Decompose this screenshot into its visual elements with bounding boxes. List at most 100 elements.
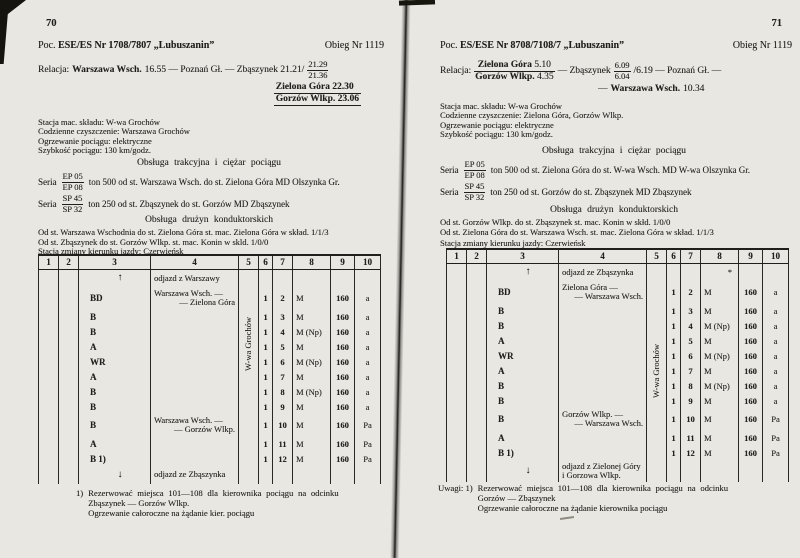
origin-station: Warszawa Wsch. <box>72 65 142 76</box>
count-value: 1 <box>258 451 273 466</box>
vertical-station-label: W-wa Grochów <box>243 316 253 372</box>
car-class: A <box>498 335 505 346</box>
details-line: Stacja mac. składu: W-wa Grochów <box>440 101 562 111</box>
table-row: WR 1 6 M (Np) 160 a <box>446 348 789 363</box>
relation-label: Relacja: <box>440 66 472 77</box>
brake-code: a <box>762 333 789 348</box>
section-heading: Obsługa drużyn konduktorskich <box>550 205 678 215</box>
count-value: 1 <box>666 393 681 408</box>
brake-code: a <box>762 363 789 378</box>
seria-text: ton 250 od st. Zbąszynek do st. Gorzów M… <box>88 199 290 210</box>
train-label: Poc. <box>38 40 56 51</box>
direction-arrow-icon: ↑ <box>525 266 531 278</box>
count-value: 1 <box>258 287 273 309</box>
details-line: Codzienne czyszczenie: Zielona Góra, Gor… <box>440 110 624 121</box>
seria-text: ton 500 od st. Zielona Góra do st. W-wa … <box>490 165 750 176</box>
seq-value: 4 <box>680 318 701 333</box>
car-class: WR <box>498 350 514 361</box>
footnote: 1) Rezerwować miejsca 101—108 dla kierow… <box>76 488 378 519</box>
footnote-line: Zbąszynek — Gorzów Wlkp. <box>88 497 190 508</box>
footnote-line: Rezerwować miejsca 101—108 dla kierownik… <box>477 483 729 493</box>
loco-class-fraction: SP 45 SP 32 <box>61 193 84 215</box>
route-note: odjazd ze Zbąszynka <box>562 266 634 277</box>
car-type: M <box>292 399 331 414</box>
brake-code: Pa <box>762 445 789 460</box>
conductor-line: Od st. Zielona Góra do st. Warszawa Wsch… <box>440 226 714 237</box>
train-details: Stacja mac. składu: W-wa Grochów Codzien… <box>440 101 624 139</box>
direction-arrow-icon: ↑ <box>117 272 123 284</box>
details-line: Ogrzewanie pociągu: elektryczne <box>38 135 152 146</box>
loco-class-lower: SP 32 <box>464 191 485 202</box>
col-header: 6 <box>258 254 273 270</box>
train-title: ESE/ES Nr 1708/7807 „Lubuszanin” <box>58 40 215 51</box>
footnote-line: Rezerwować miejsca 101—108 dla kierownik… <box>88 488 339 498</box>
car-type: M <box>292 436 331 451</box>
brake-code: a <box>354 399 381 414</box>
car-type: M (Np) <box>292 354 331 369</box>
table-header-row: 1 2 3 4 5 6 7 8 9 10 <box>446 248 789 264</box>
car-class: B <box>90 326 97 337</box>
footnote-ref: 1) <box>76 488 84 498</box>
count-value: 1 <box>258 414 273 436</box>
col-header: 5 <box>238 254 259 270</box>
seq-value: 5 <box>680 333 701 348</box>
section-heading: Obsługa trakcyjna i ciężar pociągu <box>542 146 686 156</box>
brake-code: a <box>762 348 789 363</box>
page-number: 70 <box>46 18 57 29</box>
seq-value: 10 <box>272 414 293 436</box>
count-value: 1 <box>666 445 681 460</box>
count-value: 1 <box>666 333 681 348</box>
left-page: 70 Poc. ESE/ES Nr 1708/7807 „Lubuszanin”… <box>36 0 384 550</box>
direction-arrow-icon: ↓ <box>117 469 123 480</box>
loco-class-fraction: EP 05 EP 08 <box>61 171 84 193</box>
composition-table: 1 2 3 4 5 6 7 8 9 10 ↑ odjazd z Warszawy … <box>38 254 381 484</box>
obieg-number: Obieg Nr 1119 <box>324 40 384 51</box>
seq-value: 2 <box>272 287 293 309</box>
seria-label: Seria <box>38 199 57 210</box>
car-type: M <box>292 339 331 354</box>
route-line: Gorzów Wlkp. — <box>562 408 623 419</box>
car-type: M (Np) <box>700 378 739 393</box>
train-header-row: Poc. ESE/ES Nr 1708/7807 „Lubuszanin” Ob… <box>38 40 384 51</box>
table-row: A 1 7 M 160 a <box>38 369 381 384</box>
count-value: 1 <box>666 378 681 393</box>
route-line: Warszawa Wsch. — <box>154 414 223 425</box>
details-line: Szybkość pociągu: 130 km/godz. <box>38 144 151 155</box>
car-type: M <box>700 445 739 460</box>
speed-value: 160 <box>738 318 763 333</box>
car-type: M <box>700 430 739 445</box>
brake-code: Pa <box>354 451 381 466</box>
seria-label: Seria <box>440 187 459 198</box>
seq-value: 5 <box>272 339 293 354</box>
brake-code: a <box>762 303 789 318</box>
composition-table-wrap: 1 2 3 4 5 6 7 8 9 10 ↑ odjazd z Warszawy … <box>38 254 381 484</box>
count-value: 1 <box>666 408 681 430</box>
seq-value: 10 <box>680 408 701 430</box>
speed-value: 160 <box>738 408 763 430</box>
car-type: M <box>700 393 739 408</box>
seq-value: 9 <box>680 393 701 408</box>
car-class: A <box>90 438 97 449</box>
direction-arrow-icon: ↓ <box>525 465 531 476</box>
count-value: 1 <box>666 318 681 333</box>
col-header: 8 <box>292 254 331 270</box>
col-header: 2 <box>58 254 79 270</box>
seria-label: Seria <box>38 177 57 188</box>
col-header: 3 <box>78 254 151 270</box>
brake-code: a <box>762 378 789 393</box>
loco-class-fraction: EP 05 EP 08 <box>463 159 486 181</box>
car-class: A <box>90 371 97 382</box>
conductor-info: Od st. Gorzów Wlkp. do st. Zbąszynek st.… <box>440 217 714 249</box>
speed-value: 160 <box>738 363 763 378</box>
count-value: 1 <box>258 339 273 354</box>
table-row: ↑ odjazd z Warszawy <box>38 269 381 287</box>
loco-class-upper: EP 05 <box>463 159 486 171</box>
car-type: M <box>700 281 739 303</box>
seq-value: 7 <box>272 369 293 384</box>
route-note: i Gorzowa Wlkp. <box>562 470 621 480</box>
train-header-row: Poc. ES/ESE Nr 8708/7108/7 „Lubuszanin” … <box>440 40 792 51</box>
seq-value: 8 <box>272 384 293 399</box>
car-type: M (Np) <box>292 324 331 339</box>
relation-line: Relacja: Zielona Góra 5.10 Gorzów Wlkp. … <box>440 60 721 83</box>
car-type: M <box>700 408 739 430</box>
